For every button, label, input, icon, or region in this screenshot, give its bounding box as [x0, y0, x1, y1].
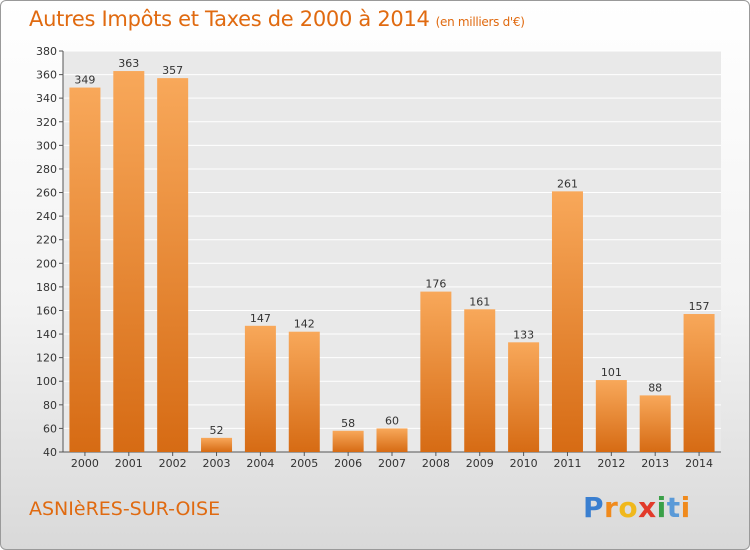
bar — [420, 291, 452, 452]
y-tick-label: 280 — [36, 163, 57, 176]
data-label: 176 — [425, 278, 446, 291]
title-text: Autres Impôts et Taxes de 2000 à 2014 — [29, 7, 430, 31]
y-tick-label: 320 — [36, 116, 57, 129]
x-tick-label: 2009 — [466, 457, 494, 470]
y-tick-label: 40 — [43, 446, 57, 459]
data-label: 52 — [210, 424, 224, 437]
data-label: 161 — [469, 295, 490, 308]
bar — [639, 395, 671, 452]
x-tick-label: 2012 — [597, 457, 625, 470]
y-tick-label: 300 — [36, 139, 57, 152]
chart-subtitle: (en milliers d'€) — [435, 15, 525, 29]
y-tick-label: 380 — [36, 45, 57, 58]
x-tick-label: 2004 — [246, 457, 274, 470]
x-tick-label: 2003 — [203, 457, 231, 470]
bar — [244, 325, 276, 452]
bar — [464, 309, 496, 452]
x-tick-label: 2008 — [422, 457, 450, 470]
y-tick-label: 60 — [43, 422, 57, 435]
bar — [508, 342, 540, 452]
logo-letter: x — [638, 491, 657, 524]
bar-chart: 40 60 80 100 120 140 160 180 200 220 240 260 280 300 3… — [36, 45, 721, 470]
bar — [376, 428, 408, 452]
y-tick-label: 220 — [36, 234, 57, 247]
x-tick-label: 2006 — [334, 457, 362, 470]
bar — [332, 430, 364, 452]
data-label: 88 — [648, 381, 662, 394]
data-label: 157 — [689, 300, 710, 313]
proxiti-logo: Proxiti — [583, 491, 691, 524]
y-tick-label: 240 — [36, 210, 57, 223]
data-label: 133 — [513, 328, 534, 341]
y-tick-label: 120 — [36, 352, 57, 365]
y-tick-label: 200 — [36, 257, 57, 270]
logo-letter: i — [680, 491, 691, 524]
data-label: 147 — [250, 312, 271, 325]
bar — [201, 437, 233, 452]
x-tick-label: 2002 — [159, 457, 187, 470]
data-label: 261 — [557, 177, 578, 190]
x-tick-label: 2001 — [115, 457, 143, 470]
y-tick-label: 360 — [36, 69, 57, 82]
y-tick-label: 80 — [43, 399, 57, 412]
logo-letter: P — [583, 491, 605, 524]
y-tick-label: 260 — [36, 187, 57, 200]
bar — [551, 191, 583, 452]
x-tick-label: 2013 — [641, 457, 669, 470]
y-tick-label: 340 — [36, 92, 57, 105]
logo-letter: r — [604, 491, 619, 524]
data-label: 101 — [601, 366, 622, 379]
data-label: 60 — [385, 414, 399, 427]
y-tick-label: 160 — [36, 304, 57, 317]
x-tick-label: 2014 — [685, 457, 713, 470]
x-tick-label: 2011 — [553, 457, 581, 470]
bar — [288, 331, 320, 452]
y-tick-label: 180 — [36, 281, 57, 294]
x-tick-label: 2007 — [378, 457, 406, 470]
data-label: 363 — [118, 57, 139, 70]
bar — [683, 314, 715, 452]
bar — [113, 71, 145, 453]
data-label: 142 — [294, 318, 315, 331]
data-label: 349 — [74, 74, 95, 87]
chart-title: Autres Impôts et Taxes de 2000 à 2014 (en… — [29, 7, 525, 31]
x-tick-label: 2010 — [510, 457, 538, 470]
y-tick-label: 140 — [36, 328, 57, 341]
logo-letter: t — [666, 491, 681, 524]
bar — [69, 87, 101, 452]
y-tick-label: 100 — [36, 375, 57, 388]
commune-name: ASNIèRES-SUR-OISE — [29, 498, 221, 520]
data-label: 357 — [162, 64, 183, 77]
logo-letter: i — [656, 491, 667, 524]
x-tick-label: 2005 — [290, 457, 318, 470]
bar — [595, 380, 627, 452]
logo-letter: o — [618, 491, 639, 524]
bar — [157, 78, 189, 453]
x-tick-label: 2000 — [71, 457, 99, 470]
data-label: 58 — [341, 417, 355, 430]
